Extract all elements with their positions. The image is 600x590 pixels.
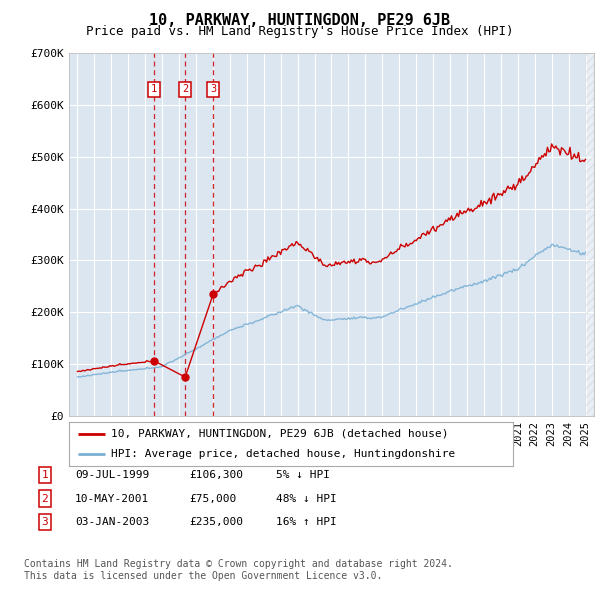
Text: 10-MAY-2001: 10-MAY-2001 <box>75 494 149 503</box>
Text: £106,300: £106,300 <box>189 470 243 480</box>
Text: 3: 3 <box>41 517 49 527</box>
Text: £75,000: £75,000 <box>189 494 236 503</box>
Text: £235,000: £235,000 <box>189 517 243 527</box>
Text: HPI: Average price, detached house, Huntingdonshire: HPI: Average price, detached house, Hunt… <box>111 449 455 459</box>
Text: 1: 1 <box>151 84 157 94</box>
Text: 5% ↓ HPI: 5% ↓ HPI <box>276 470 330 480</box>
Text: 09-JUL-1999: 09-JUL-1999 <box>75 470 149 480</box>
Text: 1: 1 <box>41 470 49 480</box>
Text: 10, PARKWAY, HUNTINGDON, PE29 6JB (detached house): 10, PARKWAY, HUNTINGDON, PE29 6JB (detac… <box>111 429 449 439</box>
Text: 2: 2 <box>182 84 188 94</box>
Text: 10, PARKWAY, HUNTINGDON, PE29 6JB: 10, PARKWAY, HUNTINGDON, PE29 6JB <box>149 13 451 28</box>
Text: 16% ↑ HPI: 16% ↑ HPI <box>276 517 337 527</box>
Text: 2: 2 <box>41 494 49 503</box>
Text: 03-JAN-2003: 03-JAN-2003 <box>75 517 149 527</box>
Text: 3: 3 <box>210 84 216 94</box>
Text: Price paid vs. HM Land Registry's House Price Index (HPI): Price paid vs. HM Land Registry's House … <box>86 25 514 38</box>
Text: Contains HM Land Registry data © Crown copyright and database right 2024.
This d: Contains HM Land Registry data © Crown c… <box>24 559 453 581</box>
Text: 48% ↓ HPI: 48% ↓ HPI <box>276 494 337 503</box>
